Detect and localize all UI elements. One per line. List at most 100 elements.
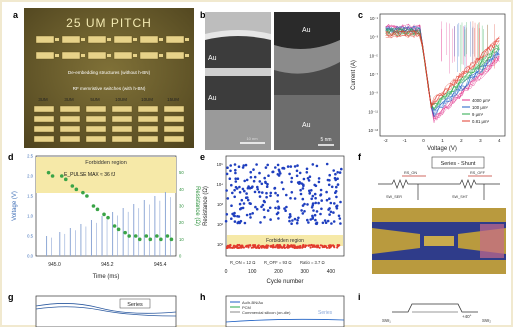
e-on-point	[279, 245, 282, 248]
e-off-point	[245, 192, 248, 195]
panel-b: b Au Au 10 nm Au Au 5 nm	[200, 10, 340, 150]
e-off-point	[303, 202, 306, 206]
e-off-point	[334, 191, 337, 194]
switch-pad	[163, 115, 185, 123]
e-off-point	[335, 185, 338, 189]
switch-pad	[33, 135, 55, 143]
panel-h: h Au/h-BN/Au PCM Commercial silicon (on-…	[200, 292, 345, 327]
e-off-point	[236, 177, 240, 180]
deembed-pad-link	[185, 38, 189, 41]
e-on-point	[292, 244, 295, 247]
e-off-point	[310, 197, 314, 201]
e-off-point	[265, 191, 268, 195]
d-ylabel-left: Voltage (V)	[12, 191, 18, 221]
e-off-point	[301, 187, 305, 190]
e-on-point	[236, 243, 239, 247]
e-off-point	[329, 210, 333, 214]
e-off-point	[228, 177, 232, 180]
e-off-point	[284, 209, 287, 212]
e-on-point	[236, 246, 239, 249]
e-on-point	[229, 246, 233, 249]
switch-pad	[111, 115, 133, 123]
e-off-point	[249, 176, 253, 179]
e-off-point	[249, 216, 252, 219]
e-off-point	[238, 191, 242, 194]
e-on-point	[315, 244, 319, 247]
c-y-tick: 10⁻¹	[370, 16, 379, 21]
c-x-ticks: -2 -1 0 1 2 3 4	[384, 138, 501, 143]
d-y-left-tick: 0.0	[27, 254, 33, 259]
e-off-point	[333, 176, 337, 180]
tem-right-au-top: Au	[302, 27, 311, 34]
e-off-point	[233, 163, 237, 166]
e-off-point	[308, 175, 312, 178]
e-on-point	[299, 246, 302, 249]
e-off-point	[265, 185, 269, 188]
f-label-3: SW_SER	[386, 195, 402, 199]
h-legend-1: Au/h-BN/Au	[242, 300, 263, 305]
e-x-tick: 400	[327, 269, 336, 275]
e-off-point	[303, 210, 306, 213]
panel-letter-a: a	[13, 10, 19, 20]
e-off-point	[229, 164, 232, 167]
e-off-point	[236, 215, 239, 218]
d-res-point	[148, 237, 153, 242]
e-off-point	[248, 202, 251, 205]
e-off-point	[315, 222, 319, 226]
e-y-ticks: 10⁵ 10⁴ 10³ 10² 10¹	[217, 162, 224, 247]
e-on-point	[261, 244, 265, 248]
e-off-point	[259, 221, 262, 224]
tem-left-scale: 10 nm	[246, 136, 258, 141]
e-off-point	[313, 183, 317, 187]
e-on-point	[269, 245, 272, 248]
e-off-point	[319, 212, 322, 216]
e-off-point	[237, 220, 240, 224]
size-label: 10UM	[115, 97, 127, 102]
e-on-point	[296, 245, 299, 248]
e-off-point	[225, 189, 228, 192]
e-on-point	[229, 244, 232, 247]
e-off-point	[266, 182, 269, 186]
e-off-point	[233, 195, 236, 199]
e-x-tick: 100	[248, 269, 257, 275]
e-off-point	[226, 197, 230, 200]
switch-pad	[33, 105, 55, 113]
e-off-point	[313, 192, 317, 196]
e-off-point	[256, 188, 260, 191]
e-off-point	[290, 180, 293, 184]
h-legend-2: PCM	[242, 305, 251, 310]
e-off-point	[333, 202, 336, 205]
e-on-point	[283, 244, 286, 247]
deembed-pad-link	[133, 38, 137, 41]
panel-letter-d: d	[8, 152, 14, 162]
e-off-point	[326, 178, 330, 182]
d-pulses	[46, 192, 171, 256]
deembed-pad-link	[55, 38, 59, 41]
e-off-point	[326, 219, 330, 223]
e-off-point	[328, 213, 331, 216]
e-off-point	[305, 171, 309, 174]
e-off-point	[289, 165, 293, 168]
deembed-pad	[87, 51, 107, 60]
e-off-point	[239, 219, 243, 223]
e-off-point	[308, 189, 311, 193]
e-off-point	[301, 212, 305, 215]
e-off-point	[290, 176, 294, 180]
e-off-point	[309, 218, 313, 221]
e-off-point	[246, 196, 249, 199]
e-off-point	[285, 193, 288, 197]
panel-c: c 10⁻¹ 10⁻³ 10⁻⁵ 10⁻⁷ 10⁻⁹ 10⁻¹¹ 10⁻¹³ -2 -1 0 1 2…	[351, 10, 506, 152]
e-off-point	[234, 185, 238, 189]
pitch-label: 25 UM PITCH	[66, 16, 152, 30]
switch-pad	[85, 105, 107, 113]
e-on-point	[272, 244, 275, 247]
e-x-tick: 0	[225, 269, 228, 275]
size-label: 3UM	[38, 97, 48, 102]
d-x-tick: 945.0	[48, 262, 61, 268]
switch-pad	[137, 115, 159, 123]
e-off-point	[269, 194, 272, 198]
e-off-point	[225, 172, 229, 176]
d-pulse-label: E_PULSE MAX ≈ 36 fJ	[64, 172, 116, 178]
e-off-point	[264, 166, 268, 169]
e-off-point	[283, 207, 286, 210]
